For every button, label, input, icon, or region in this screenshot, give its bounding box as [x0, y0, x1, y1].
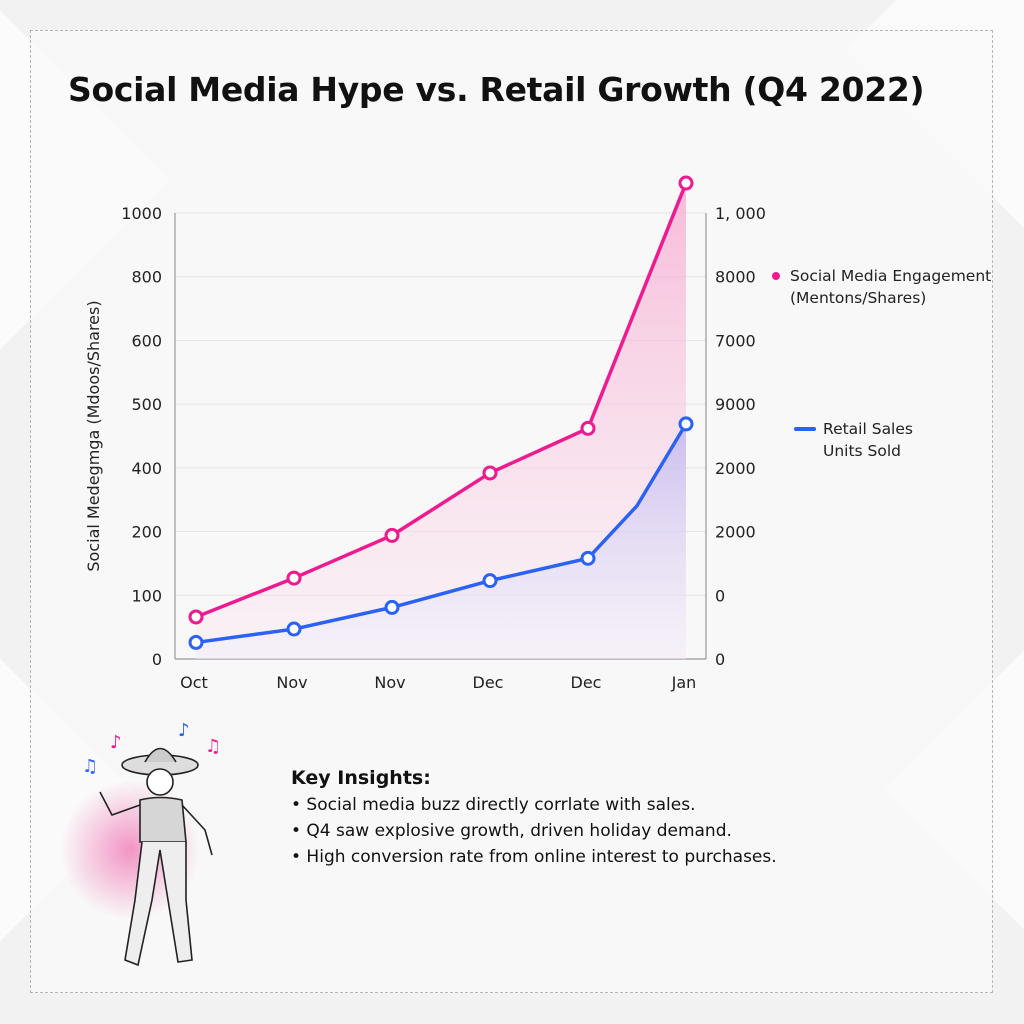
y2-tick-label: 8000 — [715, 268, 756, 287]
x-tick-label: Dec — [473, 673, 504, 692]
legend-sales: Retail Sales Units Sold — [794, 418, 913, 462]
legend-label: Social Media Engagement — [790, 267, 992, 285]
y2-tick-label: 0 — [715, 650, 725, 669]
data-point — [482, 465, 498, 481]
y2-tick-label: 2000 — [715, 523, 756, 542]
data-point — [188, 609, 204, 625]
data-point — [678, 416, 694, 432]
y-tick-label: 200 — [131, 523, 162, 542]
data-point — [580, 550, 596, 566]
y-tick-label: 1000 — [121, 204, 162, 223]
data-point — [482, 573, 498, 589]
y-tick-label: 800 — [131, 268, 162, 287]
x-tick-label: Nov — [276, 673, 307, 692]
y-tick-label: 400 — [131, 459, 162, 478]
legend-label: Retail Sales — [823, 420, 913, 438]
y2-tick-label: 1, 000 — [715, 204, 766, 223]
chart-title: Social Media Hype vs. Retail Growth (Q4 … — [68, 70, 925, 109]
x-tick-label: Jan — [671, 673, 697, 692]
insight-item: • Social media buzz directly corrlate wi… — [291, 795, 696, 815]
y-tick-label: 500 — [131, 395, 162, 414]
key-insights: Key Insights: • Social media buzz direct… — [291, 764, 777, 870]
series-area — [196, 183, 686, 659]
insights-heading: Key Insights: — [291, 767, 431, 789]
data-point — [580, 420, 596, 436]
y-axis-label: Social Medegmga (Mdoos/Shares) — [84, 300, 103, 571]
data-point — [384, 599, 400, 615]
y2-tick-label: 0 — [715, 586, 725, 605]
y2-tick-label: 9000 — [715, 395, 756, 414]
x-tick-label: Nov — [374, 673, 405, 692]
x-tick-label: Dec — [571, 673, 602, 692]
legend-label: Units Sold — [823, 442, 902, 460]
y2-tick-label: 2000 — [715, 459, 756, 478]
insight-item: • Q4 saw explosive growth, driven holida… — [291, 821, 732, 841]
data-point — [286, 621, 302, 637]
y-tick-label: 0 — [152, 650, 162, 669]
legend-engagement: Social Media Engagement (Mentons/Shares) — [772, 265, 991, 309]
series-area — [196, 423, 686, 659]
insight-item: • High conversion rate from online inter… — [291, 847, 777, 867]
y2-tick-label: 7000 — [715, 331, 756, 350]
y-tick-label: 600 — [131, 331, 162, 350]
legend-line-icon — [794, 427, 816, 431]
x-tick-label: Oct — [180, 673, 208, 692]
data-point — [188, 634, 204, 650]
legend-dot-icon — [772, 272, 780, 280]
data-point — [678, 175, 694, 191]
legend-label: (Mentons/Shares) — [790, 289, 927, 307]
series-line — [195, 182, 688, 619]
data-point — [286, 570, 302, 586]
data-point — [384, 527, 400, 543]
y-tick-label: 100 — [131, 586, 162, 605]
